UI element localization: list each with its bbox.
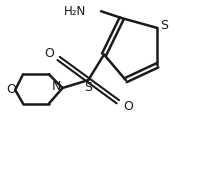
Text: O: O [44,47,54,60]
Text: N: N [52,79,61,93]
Text: O: O [123,100,133,113]
Text: O: O [6,83,16,96]
Text: S: S [160,19,168,32]
Text: H₂N: H₂N [64,5,86,18]
Text: S: S [84,80,92,93]
